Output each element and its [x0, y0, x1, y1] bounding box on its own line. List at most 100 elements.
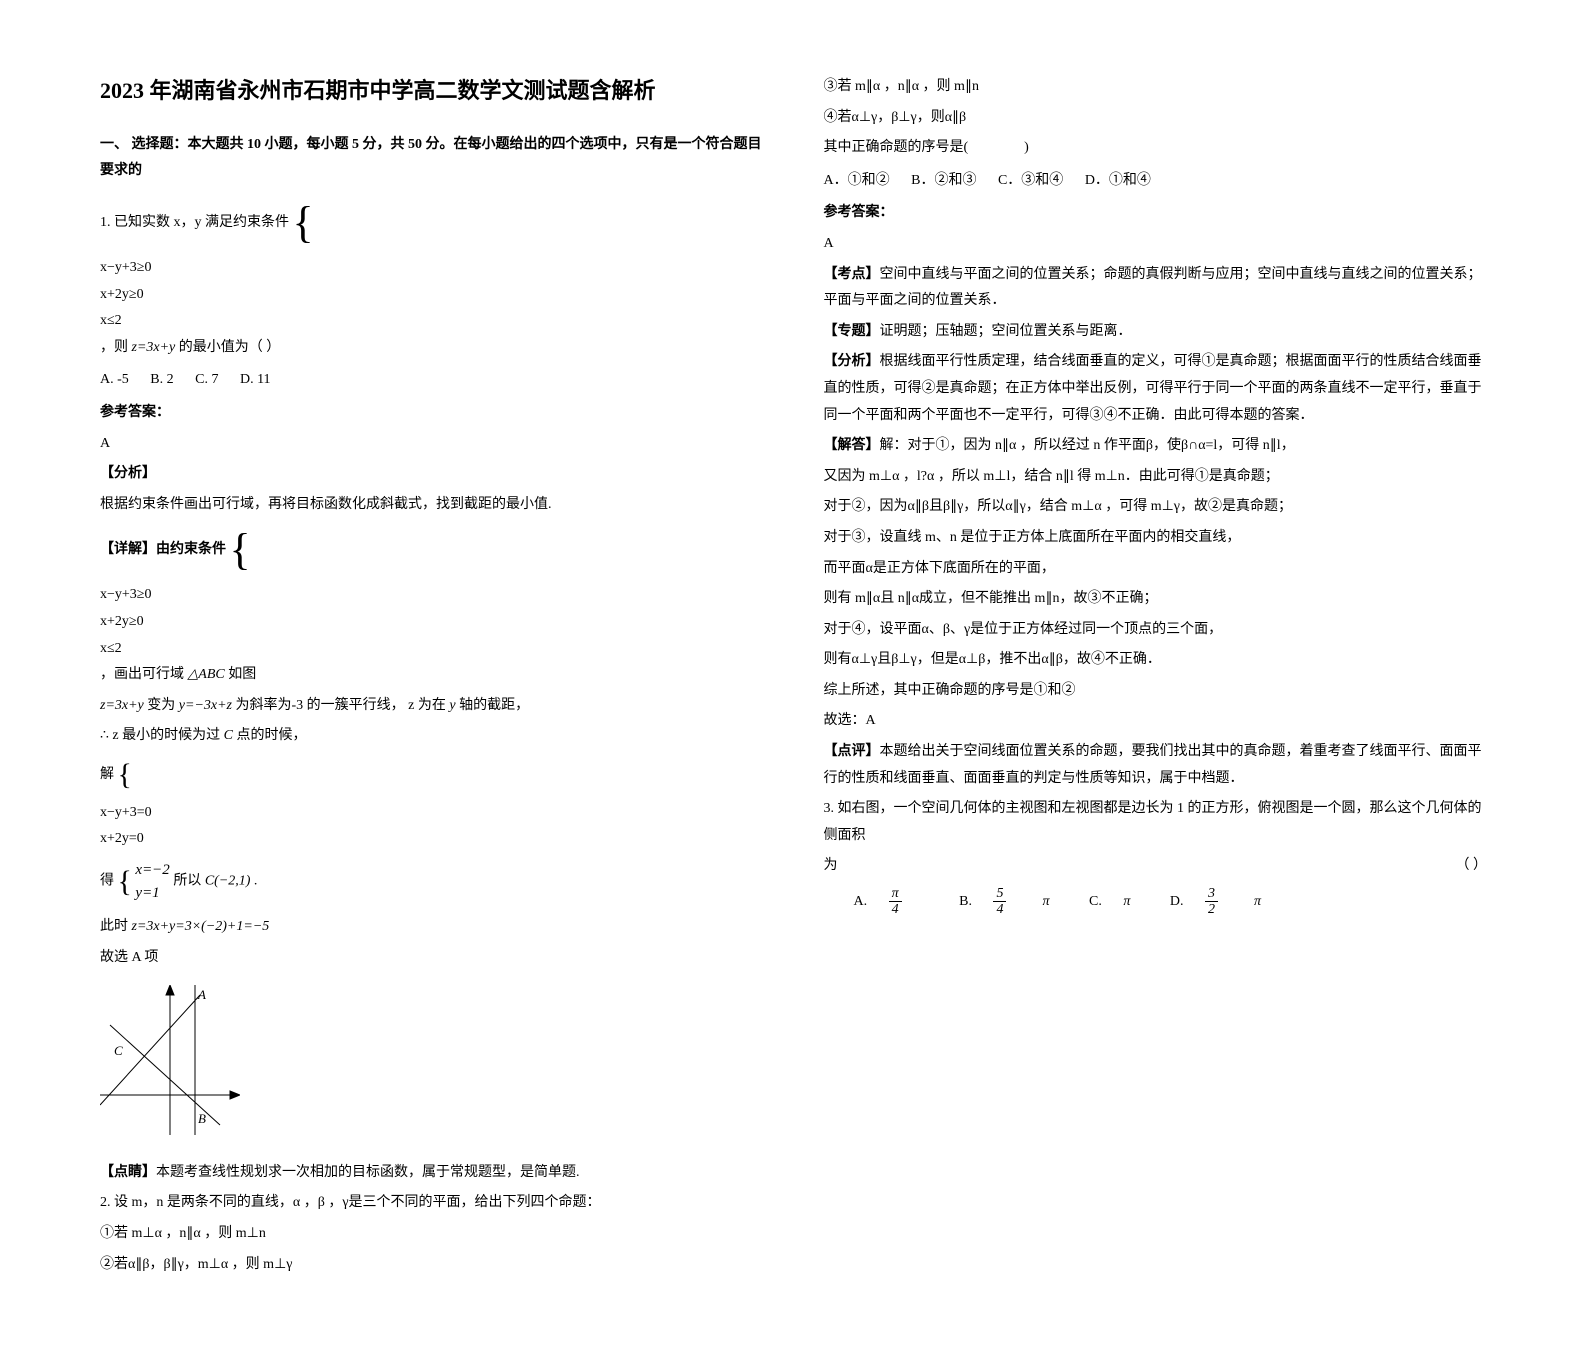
q2-opt-c: C．③和④: [998, 173, 1063, 188]
q1-transform-line: z=3x+y 变为 y=−3x+z 为斜率为-3 的一簇平行线， z 为在 y …: [100, 693, 764, 720]
q2-jd-l3: 对于②，因为α∥β且β∥γ，所以α∥γ，结合 m⊥α ，可得 m⊥γ，故②是真命…: [824, 494, 1488, 521]
q3-opt-a-den: 4: [889, 902, 902, 917]
q1-comment-heading: 【点睛】: [100, 1165, 156, 1180]
q1-triangle: △ABC: [188, 667, 225, 682]
question-1: 1. 已知实数 x，y 满足约束条件 { x−y+3≥0 x+2y≥0 x≤2 …: [100, 195, 764, 1186]
q1-ssys1-l2: x+2y=0: [100, 826, 764, 853]
q3-stem2-pre: 为: [824, 853, 838, 880]
q3-stem2: 为 （ ）: [824, 853, 1488, 880]
q1-options: A. -5 B. 2 C. 7 D. 11: [100, 367, 764, 394]
q1-l4-math: z=3x+y=3×(−2)+1=−5: [132, 919, 270, 934]
q1-analysis-heading: 【分析】: [100, 466, 156, 481]
q2-fx: 【分析】根据线面平行性质定理，结合线面垂直的定义，可得①是真命题；根据面面平行的…: [824, 349, 1488, 429]
q3-opt-d-num: 3: [1205, 886, 1218, 902]
q2-stem: 2. 设 m，n 是两条不同的直线，α ，β ，γ是三个不同的平面，给出下列四个…: [100, 1190, 764, 1217]
q1-detail-prefix: 【详解】由约束条件: [100, 543, 226, 558]
q2-answer-value: A: [824, 231, 1488, 258]
q2-jd-l7: 对于④，设平面α、β、γ是位于正方体经过同一个顶点的三个面，: [824, 617, 1488, 644]
q1-comma: .: [254, 874, 258, 889]
q3-opt-b-pre: B.: [959, 894, 972, 909]
q3-opt-b-frac: 54: [993, 886, 1024, 918]
q1-answer-value: A: [100, 431, 764, 458]
q1-opt-d: D. 11: [240, 372, 271, 387]
q3-opt-d-suf: π: [1254, 894, 1261, 909]
q2-jd-l10: 故选：A: [824, 708, 1488, 735]
q2-zt: 【专题】证明题；压轴题；空间位置关系与距离．: [824, 319, 1488, 346]
q2-jd-l5: 而平面α是正方体下底面所在的平面，: [824, 556, 1488, 583]
q3-opt-d: D. 32π: [1170, 894, 1279, 909]
q1-dsys-line2: x+2y≥0: [100, 609, 764, 636]
q2-jd-l2: 又因为 m⊥α ，l?α ，所以 m⊥l，结合 n∥l 得 m⊥n．由此可得①是…: [824, 464, 1488, 491]
q1-sys-line3: x≤2: [100, 308, 764, 335]
q2-jd-l1: 解：对于①，因为 n∥α ，所以经过 n 作平面β，使β∩α=l，可得 n∥l，: [880, 438, 1295, 453]
q1-stem-suffix2: 的最小值为（ ）: [179, 340, 281, 355]
q1-result-line: 此时 z=3x+y=3×(−2)+1=−5: [100, 914, 764, 941]
q1-sys-line1: x−y+3≥0: [100, 255, 764, 282]
q1-l2-pre: ∴ z 最小的时候为过: [100, 728, 220, 743]
document-title: 2023 年湖南省永州市石期市中学高二数学文测试题含解析: [100, 70, 764, 112]
diagram-label-b: B: [198, 1111, 206, 1126]
q1-opt-c: C. 7: [195, 372, 218, 387]
q1-answer-heading: 参考答案：: [100, 400, 764, 427]
diagram-label-a: A: [197, 987, 206, 1002]
q2-jd-heading: 【解答】: [824, 438, 880, 453]
q1-ssys2-l1: x=−2: [135, 859, 169, 882]
q2-jd-l4: 对于③，设直线 m、n 是位于正方体上底面所在平面内的相交直线，: [824, 525, 1488, 552]
q2-jd-start: 【解答】解：对于①，因为 n∥α ，所以经过 n 作平面β，使β∩α=l，可得 …: [824, 433, 1488, 460]
q1-target-math: z=3x+y: [132, 340, 176, 355]
q1-comment: 【点睛】本题考查线性规划求一次相加的目标函数，属于常规题型，是简单题.: [100, 1160, 764, 1187]
q1-solve-prefix: 解: [100, 767, 114, 782]
q1-l1-pre: z=3x+y: [100, 698, 144, 713]
q1-conclusion: 故选 A 项: [100, 945, 764, 972]
q3-options: A. π4 B. 54π C. π D. 32π: [824, 886, 1488, 918]
q2-p4: ④若α⊥γ，β⊥γ，则α∥β: [824, 105, 1488, 132]
q2-zt-heading: 【专题】: [824, 324, 880, 339]
section-1-heading: 一、 选择题：本大题共 10 小题，每小题 5 分，共 50 分。在每小题给出的…: [100, 132, 764, 185]
q2-fx-text: 根据线面平行性质定理，结合线面垂直的定义，可得①是真命题；根据面面平行的性质结合…: [824, 354, 1482, 422]
q3-opt-a-frac: π4: [889, 886, 920, 918]
q1-solve-line: 解 {: [100, 754, 764, 796]
q2-jd-l9: 综上所述，其中正确命题的序号是①和②: [824, 678, 1488, 705]
q1-ssys1-l1: x−y+3=0: [100, 800, 764, 827]
q3-stem: 3. 如右图，一个空间几何体的主视图和左视图都是边长为 1 的正方形，俯视图是一…: [824, 796, 1488, 849]
q3-opt-d-den: 2: [1205, 902, 1218, 917]
q1-l2-c: C: [224, 728, 237, 743]
q1-l1-mid: 变为: [147, 698, 175, 713]
q1-l1-end: 轴的截距，: [459, 698, 529, 713]
q1-l1-suf: 为斜率为-3 的一簇平行线， z 为在: [236, 698, 446, 713]
q1-stem-prefix: 1. 已知实数 x，y 满足约束条件: [100, 215, 289, 230]
q1-comment-text: 本题考查线性规划求一次相加的目标函数，属于常规题型，是简单题.: [156, 1165, 580, 1180]
q1-ssys2-l2: y=1: [135, 882, 169, 905]
q1-solve-sys2: { x=−2 y=1: [118, 859, 170, 904]
q2-opt-b: B．②和③: [911, 173, 976, 188]
q3-opt-b-den: 4: [993, 902, 1006, 917]
q1-solve-suffix: 所以: [173, 874, 201, 889]
q2-p3: ③若 m∥α ，n∥α ，则 m∥n: [824, 74, 1488, 101]
diagram-label-c: C: [114, 1043, 123, 1058]
q1-dsys-line1: x−y+3≥0: [100, 582, 764, 609]
q1-opt-b: B. 2: [150, 372, 173, 387]
q1-stem-suffix1: ，则: [100, 340, 128, 355]
q2-jd-l8: 则有α⊥γ且β⊥γ，但是α⊥β，推不出α∥β，故④不正确．: [824, 647, 1488, 674]
q2-opt-d: D．①和④: [1085, 173, 1151, 188]
q1-detail-line: 【详解】由约束条件 {: [100, 522, 764, 578]
q1-detail-system: {: [230, 528, 255, 572]
q2-p1: ①若 m⊥α ，n∥α ，则 m⊥n: [100, 1221, 764, 1248]
q2-opt-a: A．①和②: [824, 173, 890, 188]
q1-stem: 1. 已知实数 x，y 满足约束条件 {: [100, 195, 764, 251]
q1-min-line: ∴ z 最小的时候为过 C 点的时候，: [100, 723, 764, 750]
q1-sys-line2: x+2y≥0: [100, 282, 764, 309]
q1-dsys-line3: x≤2: [100, 636, 764, 663]
q1-l4-pre: 此时: [100, 919, 128, 934]
q3-opt-b-suf: π: [1042, 894, 1049, 909]
q1-l1-y: y: [449, 698, 459, 713]
q1-solve-sys1: {: [118, 760, 136, 790]
q1-solve-point: C(−2,1): [205, 874, 251, 889]
q2-kd: 【考点】空间中直线与平面之间的位置关系；命题的真假判断与应用；空间中直线与直线之…: [824, 262, 1488, 315]
q2-prompt: 其中正确命题的序号是( ): [824, 135, 1488, 162]
q2-options: A．①和② B．②和③ C．③和④ D．①和④: [824, 168, 1488, 195]
q1-constraint-system: {: [293, 201, 318, 245]
q1-analysis-text: 根据约束条件画出可行域，再将目标函数化成斜截式，找到截距的最小值.: [100, 492, 764, 519]
q3-opt-a-num: π: [889, 886, 902, 902]
q2-dp-heading: 【点评】: [824, 744, 880, 759]
